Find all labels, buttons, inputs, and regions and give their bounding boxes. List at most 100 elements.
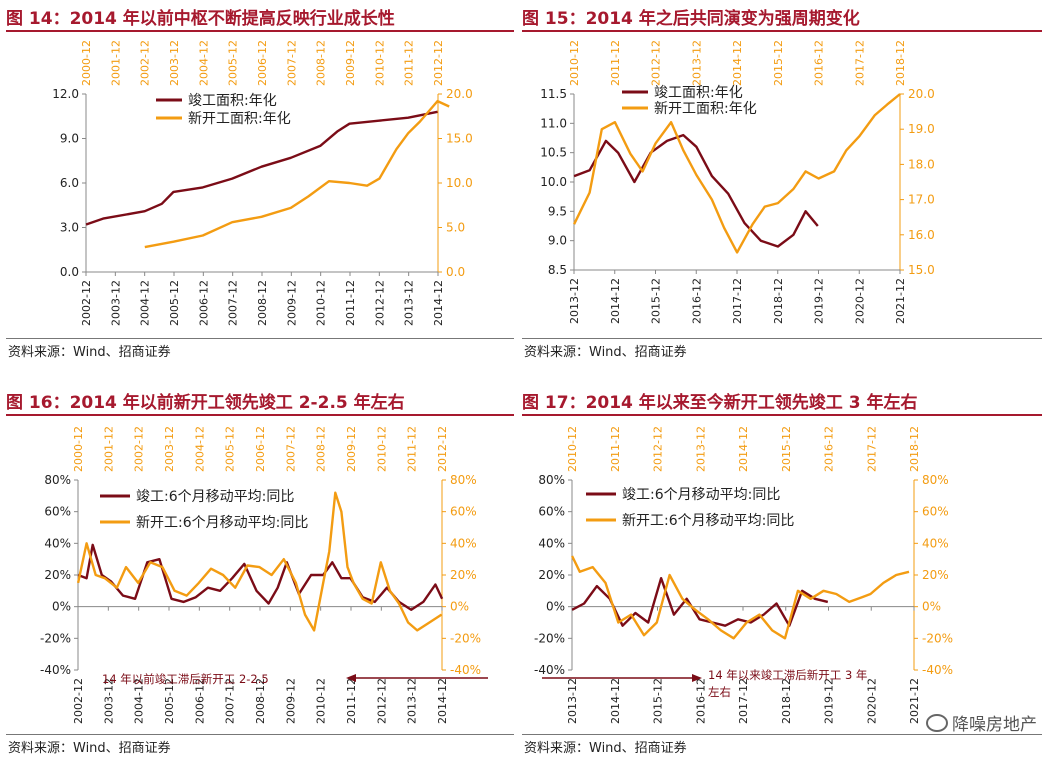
new-start-series-line [144,99,450,249]
bottom-tick-label: 2012-12 [375,678,388,724]
new-start-series-line [571,555,910,640]
right-tick-label: 20% [450,568,477,582]
title-rule [522,414,1042,416]
left-tick-label: 80% [44,473,71,487]
bottom-tick-label: 2019-12 [813,278,826,324]
right-tick-label: -40% [450,663,481,677]
annotation-text: 14 年以来竣工滞后新开工 3 年 [708,668,867,682]
bottom-tick-label: 2002-12 [80,280,93,326]
source-rule [6,734,514,735]
bottom-tick-label: 2018-12 [780,678,793,724]
bottom-tick-label: 2007-12 [224,678,237,724]
top-tick-label: 2000-12 [80,40,93,86]
top-tick-label: 2013-12 [690,40,703,86]
chart-title: 图 17：2014 年以来至今新开工领先竣工 3 年左右 [522,393,918,413]
right-tick-label: 15.0 [908,263,935,277]
top-tick-label: 2004-12 [197,40,210,86]
legend-label: 新开工:6个月移动平均:同比 [136,515,308,531]
left-tick-label: 80% [538,473,565,487]
top-tick-label: 2012-12 [650,40,663,86]
bottom-tick-label: 2018-12 [772,278,785,324]
bottom-tick-label: 2020-12 [865,678,878,724]
left-tick-label: 10.0 [540,175,567,189]
bottom-tick-label: 2005-12 [163,678,176,724]
right-tick-label: 40% [450,536,477,550]
watermark-text: 降噪房地产 [952,715,1037,735]
bottom-tick-label: 2016-12 [694,678,707,724]
top-tick-label: 2012-12 [436,426,449,472]
bottom-tick-label: 2006-12 [193,678,206,724]
legend-label: 新开工面积:年化 [654,101,757,117]
left-tick-label: -20% [40,631,71,645]
bottom-tick-label: 2021-12 [908,678,921,724]
top-tick-label: 2018-12 [908,426,921,472]
bottom-tick-label: 2003-12 [102,678,115,724]
bottom-tick-label: 2010-12 [315,280,328,326]
top-tick-label: 2008-12 [315,40,328,86]
chart-source: 资料来源：Wind、招商证券 [8,741,171,756]
chart-source: 资料来源：Wind、招商证券 [8,345,171,360]
panel-chart-14: 图 14：2014 年以前中枢不断提高反映行业成长性 0.0 3.0 6.0 9.0 1… [6,4,514,366]
chart-title: 图 15：2014 年之后共同演变为强周期变化 [522,9,860,29]
left-tick-label: 40% [44,536,71,550]
bottom-tick-label: 2019-12 [823,678,836,724]
bottom-tick-label: 2002-12 [72,678,85,724]
left-tick-label: 9.0 [548,234,567,248]
top-tick-label: 2000-12 [72,426,85,472]
right-tick-label: 19.0 [908,122,935,136]
top-tick-label: 2001-12 [109,40,122,86]
top-tick-label: 2003-12 [168,40,181,86]
top-tick-label: 2007-12 [284,426,297,472]
left-tick-label: 11.0 [540,116,567,130]
bottom-tick-label: 2006-12 [197,280,210,326]
left-tick-label: 9.5 [548,204,567,218]
left-tick-label: 40% [538,536,565,550]
chart-15-plot: 8.5 9.0 9.5 10.0 10.5 11.0 11.5 15.0 16.0 17.0 18.… [540,40,935,324]
bottom-tick-label: 2012-12 [373,280,386,326]
top-tick-label: 2008-12 [315,426,328,472]
right-tick-label: 5.0 [446,221,465,235]
legend-label: 新开工:6个月移动平均:同比 [622,513,794,529]
top-tick-label: 2010-12 [566,426,579,472]
completed-series-line [85,110,438,226]
wechat-icon [926,714,948,732]
right-tick-label: 40% [922,536,949,550]
top-tick-label: 2018-12 [894,40,907,86]
left-tick-label: 8.5 [548,263,567,277]
left-tick-label: 0% [52,600,71,614]
top-tick-label: 2010-12 [375,426,388,472]
top-tick-label: 2015-12 [772,40,785,86]
title-rule [6,414,514,416]
top-tick-label: 2009-12 [345,426,358,472]
panel-chart-17: 图 17：2014 年以来至今新开工领先竣工 3 年左右 -40% -20% 0% 2… [522,388,1042,764]
top-tick-label: 2010-12 [373,40,386,86]
bottom-tick-label: 2013-12 [406,678,419,724]
watermark: 降噪房地产 [926,710,1037,735]
right-tick-label: 60% [922,505,949,519]
top-tick-label: 2002-12 [139,40,152,86]
source-rule [6,338,514,339]
right-tick-label: 18.0 [908,157,935,171]
panel-chart-15: 图 15：2014 年之后共同演变为强周期变化 8.5 9.0 9.5 10.0 10.… [522,4,1042,366]
top-tick-label: 2017-12 [865,426,878,472]
left-tick-label: 60% [538,505,565,519]
bottom-tick-label: 2020-12 [853,278,866,324]
bottom-tick-label: 2014-12 [436,678,449,724]
left-tick-label: 3.0 [60,221,79,235]
bottom-tick-label: 2014-12 [609,678,622,724]
right-tick-label: 60% [450,505,477,519]
left-tick-label: -40% [40,663,71,677]
bottom-tick-label: 2014-12 [432,280,445,326]
left-tick-label: 0.0 [60,265,79,279]
bottom-tick-label: 2009-12 [284,678,297,724]
right-tick-label: 80% [922,473,949,487]
top-tick-label: 2015-12 [780,426,793,472]
legend-label: 竣工面积:年化 [654,85,743,101]
top-tick-label: 2004-12 [193,426,206,472]
title-rule [522,30,1042,32]
legend-label: 竣工面积:年化 [188,93,277,109]
chart-source: 资料来源：Wind、招商证券 [524,741,687,756]
annotation-text: 左右 [708,685,731,699]
legend-label: 新开工面积:年化 [188,111,291,127]
right-tick-label: 80% [450,473,477,487]
